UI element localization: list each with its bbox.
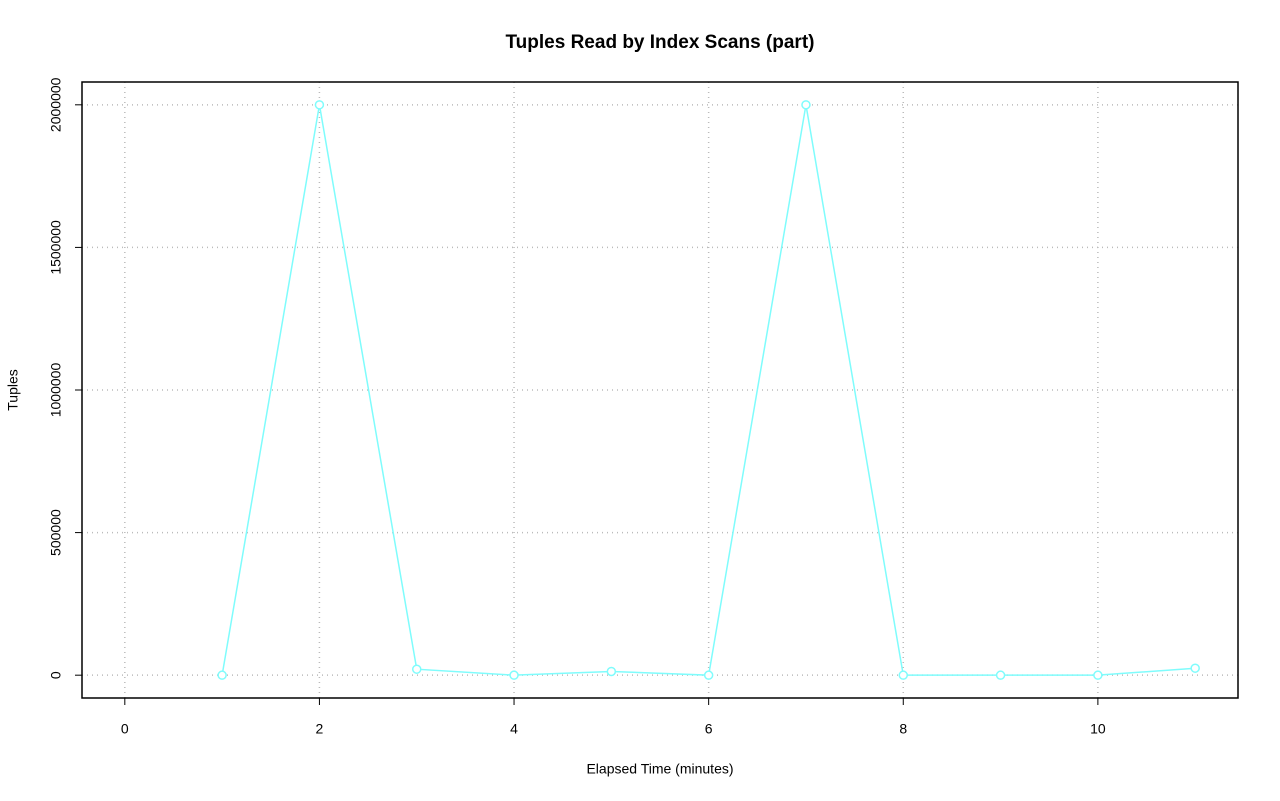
x-tick-label: 0 [121,721,129,737]
y-tick-label: 1000000 [48,363,64,418]
data-point [217,670,227,680]
x-tick-label: 6 [705,721,713,737]
x-tick-label: 8 [899,721,907,737]
y-tick-label: 1500000 [48,220,64,275]
data-point [801,100,811,110]
y-tick-label: 0 [48,671,64,679]
data-point [995,670,1006,680]
data-point [1093,670,1103,680]
y-tick-label: 500000 [48,509,64,556]
data-point [703,670,714,680]
data-line [221,104,1196,676]
data-point [314,100,325,110]
x-axis-label: Elapsed Time (minutes) [586,761,733,777]
data-point [1190,663,1200,673]
data-point [898,670,909,680]
data-point [411,664,422,674]
data-point [606,666,617,677]
chart-title: Tuples Read by Index Scans (part) [505,32,814,53]
x-tick-label: 10 [1090,721,1106,737]
data-point [509,670,519,680]
x-tick-label: 2 [316,721,324,737]
x-tick-label: 4 [510,721,518,737]
plot-frame [81,81,1239,699]
y-tick-label: 2000000 [48,77,64,132]
y-axis-label: Tuples [5,369,21,411]
